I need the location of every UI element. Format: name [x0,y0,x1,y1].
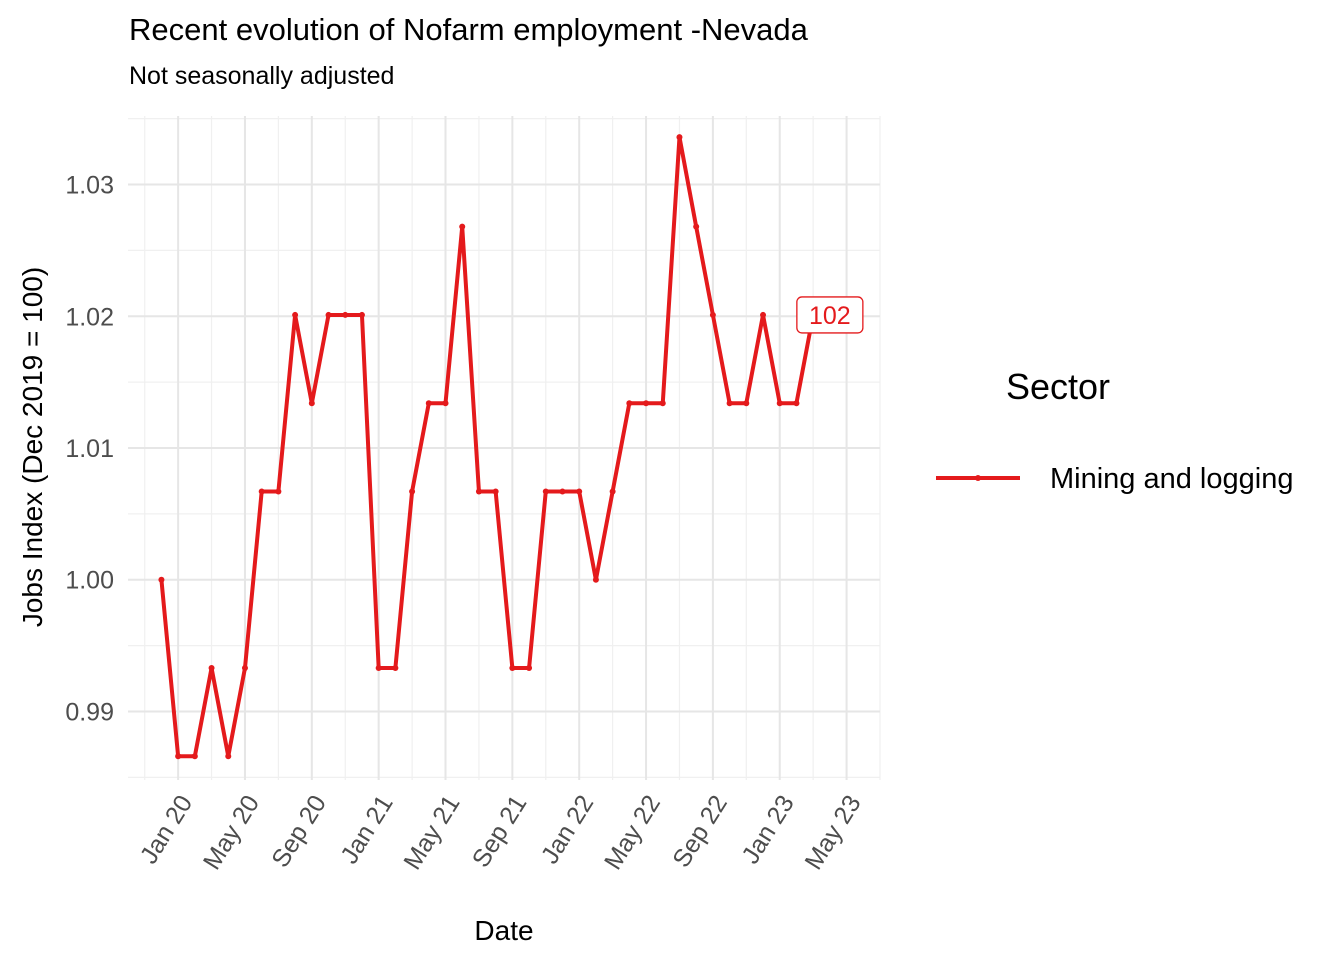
data-point [509,665,516,672]
data-point [609,488,616,495]
data-point [693,223,700,230]
data-point [793,400,800,407]
x-tick-label: Sep 22 [667,790,733,872]
data-point [275,488,282,495]
data-point [559,488,566,495]
series-layer [159,135,849,759]
data-point [659,400,666,407]
annotation-layer: 102 [796,296,864,334]
x-tick-label: May 23 [799,790,866,874]
data-point [776,400,783,407]
y-tick-label: 0.99 [65,698,114,726]
annotation-box [796,296,864,334]
data-point [475,488,482,495]
data-point [409,488,416,495]
legend-title: Sector [1006,366,1110,407]
data-point [760,311,767,318]
x-tick-label: Jan 20 [135,790,199,868]
data-point [425,400,432,407]
data-point [258,488,265,495]
legend-key-point [975,475,981,481]
data-point [526,665,533,672]
y-tick-label: 1.00 [65,567,114,595]
x-tick-label: May 22 [599,790,666,874]
data-point [225,753,232,760]
y-tick-label: 1.02 [65,303,114,331]
x-tick-label: Sep 21 [467,790,533,872]
x-tick-label: Sep 20 [266,790,332,872]
y-tick-label: 1.01 [65,435,114,463]
x-tick-label: May 20 [198,790,265,874]
data-point [292,311,299,318]
series-line [159,135,849,759]
data-point [576,488,583,495]
data-point [175,753,182,760]
data-point [325,311,332,318]
data-point [358,311,365,318]
legend-label: Mining and logging [1050,463,1293,495]
x-tick-label: Jan 22 [536,790,600,868]
data-point [375,665,382,672]
chart-subtitle: Not seasonally adjusted [129,62,394,90]
data-point [592,576,599,583]
data-point [726,400,733,407]
y-axis-ticks: 0.99 1.00 1.01 1.02 1.03 [65,172,114,727]
data-point [308,400,315,407]
data-point [392,665,399,672]
y-axis-title: Jobs Index (Dec 2019 = 100) [17,267,48,627]
legend: Sector Mining and logging [936,366,1293,495]
data-point [442,400,449,407]
data-point [643,400,650,407]
data-point [191,753,198,760]
data-point [626,400,633,407]
y-tick-label: 1.03 [65,172,114,200]
data-point [208,665,215,672]
data-point [158,576,165,583]
data-point [459,223,466,230]
data-point [709,311,716,318]
x-tick-label: May 21 [398,790,465,874]
data-point [542,488,549,495]
chart-title: Recent evolution of Nofarm employment -N… [129,12,809,47]
x-tick-label: Jan 21 [335,790,399,868]
data-point [342,311,349,318]
x-axis-title: Date [474,915,533,946]
data-point [743,400,750,407]
x-axis-ticks: Jan 20 May 20 Sep 20 Jan 21 May 21 Sep 21 Jan … [135,790,867,874]
annotation-label: 102 [809,302,851,330]
data-point [241,665,248,672]
x-tick-label: Jan 23 [736,790,800,868]
data-point [676,134,683,141]
data-point [492,488,499,495]
